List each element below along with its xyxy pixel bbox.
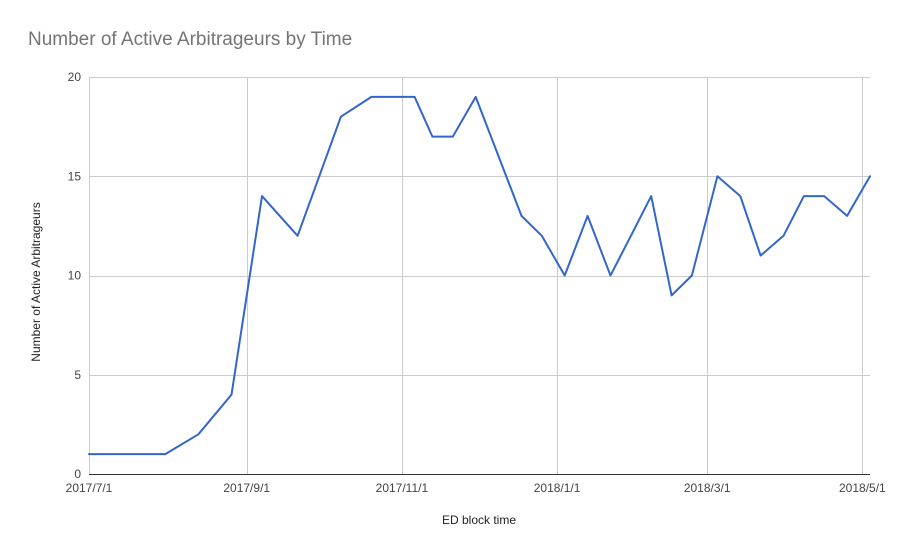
series-line xyxy=(88,95,871,456)
x-tick-label: 2017/7/1 xyxy=(66,481,113,495)
y-tick-label: 10 xyxy=(68,269,82,283)
x-tick-label: 2018/1/1 xyxy=(534,481,581,495)
y-axis-title: Number of Active Arbitrageurs xyxy=(29,202,43,361)
x-tick-label: 2017/11/1 xyxy=(376,481,429,495)
x-tick-label: 2018/5/1 xyxy=(839,481,886,495)
x-axis-title: ED block time xyxy=(442,513,516,527)
x-tick-label: 2018/3/1 xyxy=(684,481,731,495)
x-tick-label: 2017/9/1 xyxy=(223,481,270,495)
gridlines xyxy=(89,77,870,474)
y-tick-label: 5 xyxy=(74,368,81,382)
y-tick-label: 0 xyxy=(74,467,81,481)
tick-labels: 0 5 10 15 20 2017/7/1 2017/9/1 2017/11/1 2018/1/… xyxy=(66,70,886,495)
chart-title: Number of Active Arbitrageurs by Time xyxy=(28,29,353,50)
y-tick-label: 20 xyxy=(68,70,82,84)
series-layer xyxy=(88,95,871,456)
y-tick-label: 15 xyxy=(68,169,82,183)
